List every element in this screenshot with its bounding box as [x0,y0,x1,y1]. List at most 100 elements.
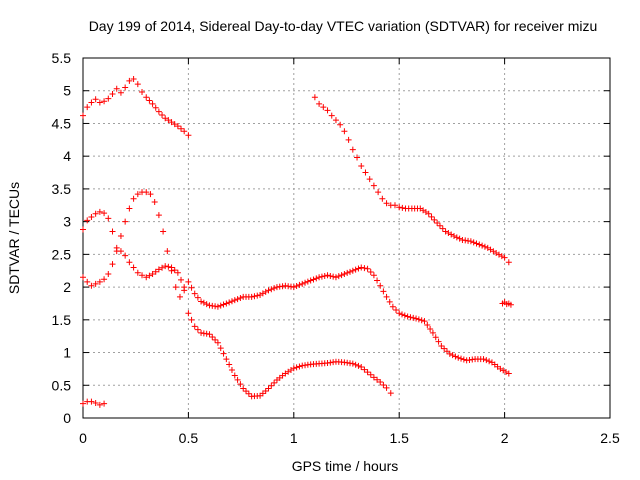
data-point [355,362,362,369]
x-tick-label: 0 [79,430,87,446]
data-point [191,323,198,330]
data-point [383,200,390,207]
data-point [134,191,141,198]
data-point [84,217,91,224]
data-point [370,182,377,189]
data-point [191,290,198,297]
data-point [254,292,261,299]
data-point [330,273,337,280]
data-point [198,298,205,305]
data-point [181,128,188,135]
data-point [105,215,112,222]
data-point [214,339,221,346]
data-point [223,300,230,307]
data-point [332,117,339,124]
data-point [439,225,446,232]
data-point [345,136,352,143]
data-point [434,219,441,226]
data-point [130,195,137,202]
data-point [226,361,233,368]
data-point [174,269,181,276]
y-tick-label: 5 [63,83,71,99]
data-point [435,338,442,345]
data-point [349,267,356,274]
x-tick-label: 0.5 [179,430,199,446]
data-point [352,361,359,368]
data-point [387,390,394,397]
data-point [352,266,359,273]
x-tick-label: 2.5 [600,430,620,446]
data-point [429,329,436,336]
data-point [262,288,269,295]
data-point [96,99,103,106]
data-point [302,279,309,286]
data-point [442,228,449,235]
data-point [228,298,235,305]
data-point [324,107,331,114]
data-point [421,318,428,325]
data-point [470,239,477,246]
data-point [271,379,278,386]
data-point [217,345,224,352]
data-point [399,311,406,318]
data-point [237,381,244,388]
data-point [228,367,235,373]
y-axis-title: SDTVAR / TECUs [6,182,22,294]
data-point [155,212,162,219]
data-point [92,399,99,406]
data-point [88,99,95,106]
data-point [113,248,120,255]
data-point [427,325,434,332]
data-point [240,385,247,392]
y-tick-label: 1.5 [52,312,72,328]
data-point [480,356,487,363]
data-point [355,265,362,272]
x-axis-title: GPS time / hours [292,458,399,474]
data-point [455,354,462,361]
data-point [445,229,452,236]
data-point [324,272,331,279]
series-satellite-d [311,94,512,266]
data-point [296,281,303,288]
data-point [374,376,381,383]
data-point [151,199,158,205]
data-point [172,284,179,291]
data-point [130,264,137,271]
data-point [415,316,422,323]
data-point [188,316,195,323]
x-tick-labels: 0 0.5 1 1.5 2 2.5 [79,430,620,446]
data-point [367,371,374,378]
data-point [159,264,166,271]
data-point [217,302,224,309]
data-point [117,233,124,240]
data-point [109,91,116,97]
data-point [364,369,371,376]
data-point [220,350,227,357]
data-point [80,400,86,407]
data-point [92,280,99,287]
data-point [146,97,153,104]
data-point [243,388,250,395]
data-point [364,265,371,272]
data-point [185,278,192,285]
data-point [399,204,406,211]
data-point [505,259,512,266]
data-point [88,282,95,289]
data-point [101,210,108,217]
data-point [96,401,103,408]
data-point [332,274,339,281]
series-satellite-b [80,208,394,400]
data-point [109,261,116,268]
data-point [456,235,463,242]
data-point [226,299,233,306]
data-point [358,264,365,271]
y-tick-labels: 0 0.5 1 1.5 2 2.5 3 3.5 4 4.5 5 5.5 [52,50,72,426]
data-point [101,400,108,407]
data-point [428,213,435,220]
data-point [316,100,323,107]
y-tick-label: 5.5 [52,50,72,66]
data-point [473,240,480,247]
series-satellite-a [80,75,192,139]
data-point [299,280,306,287]
